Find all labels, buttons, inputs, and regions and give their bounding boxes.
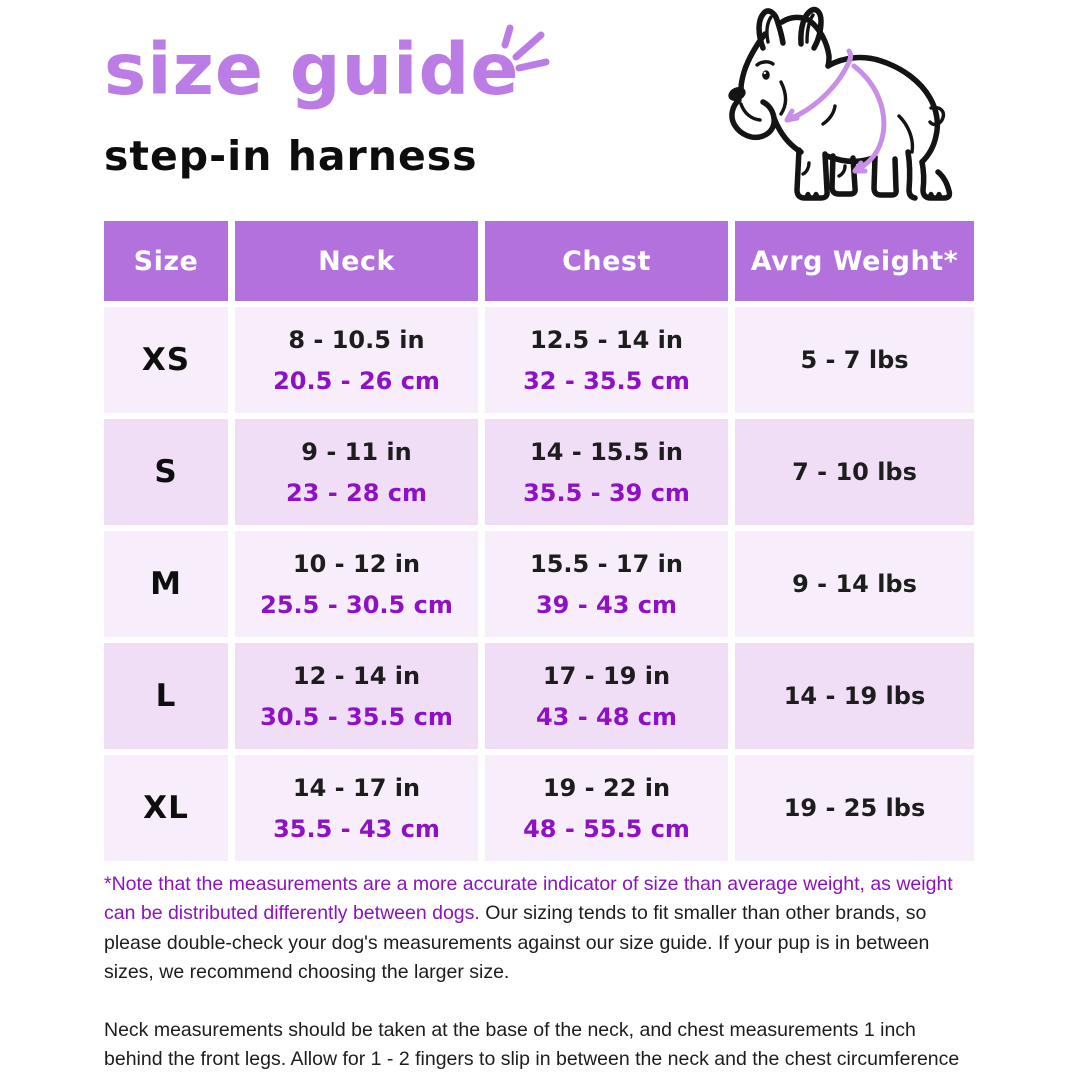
weight-cell: 9 - 14 lbs (735, 531, 974, 637)
size-cell: XL (104, 755, 228, 861)
chest-cell: 14 - 15.5 in 35.5 - 39 cm (485, 419, 728, 525)
size-cell: S (104, 419, 228, 525)
page-title: size guide (104, 28, 520, 111)
neck-cell: 14 - 17 in 35.5 - 43 cm (235, 755, 478, 861)
table-header-weight: Avrg Weight* (735, 221, 974, 301)
table-header-neck: Neck (235, 221, 478, 301)
size-cell: L (104, 643, 228, 749)
neck-cell: 12 - 14 in 30.5 - 35.5 cm (235, 643, 478, 749)
sparkle-icon (501, 24, 550, 72)
table-header-size: Size (104, 221, 228, 301)
neck-cell: 10 - 12 in 25.5 - 30.5 cm (235, 531, 478, 637)
weight-cell: 19 - 25 lbs (735, 755, 974, 861)
note-rest: Our sizing tends to fit smaller than oth… (104, 902, 930, 983)
dog-illustration (728, 6, 953, 201)
notes-section: *Note that the measurements are a more a… (104, 870, 978, 1080)
table-header-chest: Chest (485, 221, 728, 301)
note-measuring-instructions: Neck measurements should be taken at the… (104, 1019, 960, 1080)
size-cell: XS (104, 307, 228, 413)
note-weight-disclaimer: *Note that the measurements are a more a… (104, 870, 978, 987)
chest-cell: 17 - 19 in 43 - 48 cm (485, 643, 728, 749)
dog-face-features (728, 70, 770, 101)
size-table: Size Neck Chest Avrg Weight* XS 8 - 10.5… (104, 221, 974, 861)
chest-cell: 15.5 - 17 in 39 - 43 cm (485, 531, 728, 637)
note-highlight: *Note that the measurements are a more a… (104, 873, 953, 925)
weight-cell: 5 - 7 lbs (735, 307, 974, 413)
neck-cell: 9 - 11 in 23 - 28 cm (235, 419, 478, 525)
chest-cell: 19 - 22 in 48 - 55.5 cm (485, 755, 728, 861)
chest-cell: 12.5 - 14 in 32 - 35.5 cm (485, 307, 728, 413)
weight-cell: 7 - 10 lbs (735, 419, 974, 525)
page-subtitle: step-in harness (104, 132, 478, 180)
size-cell: M (104, 531, 228, 637)
weight-cell: 14 - 19 lbs (735, 643, 974, 749)
harness-measure-arcs (784, 48, 887, 174)
neck-cell: 8 - 10.5 in 20.5 - 26 cm (235, 307, 478, 413)
